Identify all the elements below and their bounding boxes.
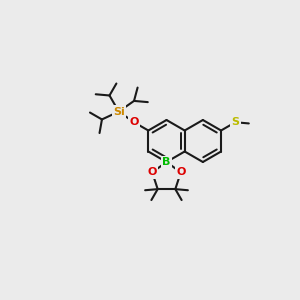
Text: S: S bbox=[231, 117, 239, 127]
Text: O: O bbox=[148, 167, 157, 177]
Text: O: O bbox=[129, 117, 139, 127]
Text: Si: Si bbox=[113, 106, 125, 117]
Text: O: O bbox=[176, 167, 185, 177]
Text: B: B bbox=[162, 157, 171, 167]
